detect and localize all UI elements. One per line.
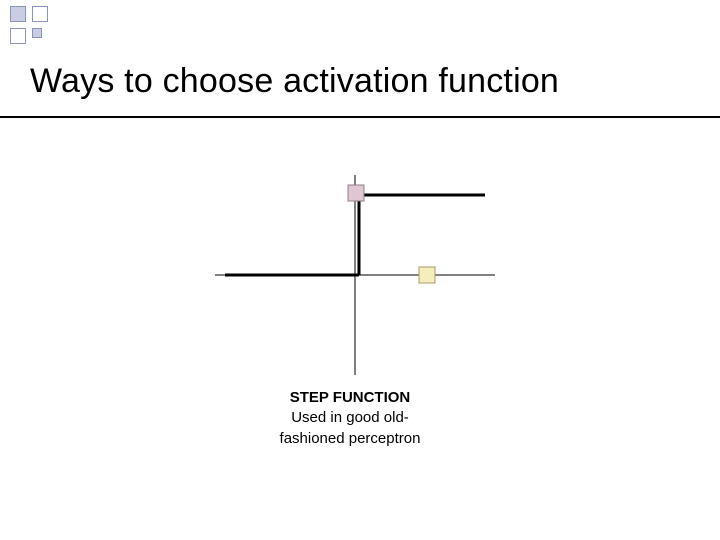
deco-square bbox=[32, 6, 48, 22]
chart-marker bbox=[348, 185, 364, 201]
deco-square bbox=[32, 28, 42, 38]
deco-square bbox=[10, 28, 26, 44]
chart-caption: STEP FUNCTION Used in good old- fashione… bbox=[220, 388, 480, 449]
corner-decoration bbox=[0, 0, 120, 48]
step-function-chart bbox=[215, 175, 495, 375]
caption-line-2: fashioned perceptron bbox=[280, 430, 421, 447]
title-underline bbox=[0, 116, 720, 118]
caption-line-1: Used in good old- bbox=[291, 409, 409, 426]
caption-heading: STEP FUNCTION bbox=[290, 389, 411, 406]
chart-marker bbox=[419, 267, 435, 283]
deco-square bbox=[10, 6, 26, 22]
page-title: Ways to choose activation function bbox=[30, 62, 559, 101]
